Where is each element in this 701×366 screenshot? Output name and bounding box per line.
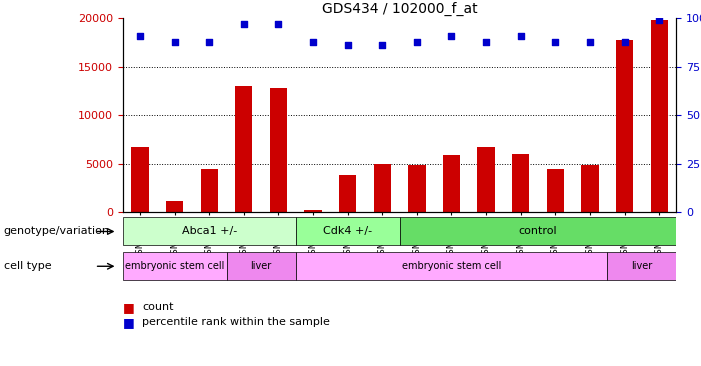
Bar [270, 88, 287, 212]
Point [273, 21, 284, 27]
Point [515, 33, 526, 39]
Bar [374, 164, 391, 212]
Point [550, 39, 561, 45]
Point [619, 39, 630, 45]
Point [238, 21, 250, 27]
Bar [616, 40, 633, 212]
Point [446, 33, 457, 39]
Text: liver: liver [250, 261, 272, 271]
Bar [296, 252, 607, 280]
Bar [443, 155, 460, 212]
Point [135, 33, 146, 39]
Point [653, 17, 665, 23]
Title: GDS434 / 102000_f_at: GDS434 / 102000_f_at [322, 2, 477, 16]
Bar [477, 147, 495, 212]
Bar [607, 252, 676, 280]
Bar [235, 86, 252, 212]
Bar [123, 217, 296, 246]
Text: percentile rank within the sample: percentile rank within the sample [142, 317, 330, 327]
Point [480, 39, 491, 45]
Text: Abca1 +/-: Abca1 +/- [182, 227, 237, 236]
Point [411, 39, 423, 45]
Text: cell type: cell type [4, 261, 51, 271]
Text: liver: liver [631, 261, 653, 271]
Point [169, 39, 180, 45]
Bar [547, 169, 564, 212]
Bar [408, 165, 426, 212]
Bar [226, 252, 296, 280]
Bar [296, 217, 400, 246]
Text: count: count [142, 302, 174, 313]
Text: genotype/variation: genotype/variation [4, 227, 109, 236]
Point [585, 39, 596, 45]
Bar [512, 154, 529, 212]
Text: ■: ■ [123, 315, 135, 329]
Point [342, 42, 353, 48]
Bar [651, 20, 668, 212]
Bar [123, 252, 226, 280]
Text: ■: ■ [123, 301, 135, 314]
Point [376, 42, 388, 48]
Bar [400, 217, 676, 246]
Bar [304, 210, 322, 212]
Bar [581, 165, 599, 212]
Point [308, 39, 319, 45]
Text: control: control [519, 227, 557, 236]
Bar [166, 201, 183, 212]
Bar [339, 175, 356, 212]
Text: embryonic stem cell: embryonic stem cell [125, 261, 224, 271]
Text: Cdk4 +/-: Cdk4 +/- [323, 227, 372, 236]
Point [203, 39, 215, 45]
Bar [200, 169, 218, 212]
Bar [131, 147, 149, 212]
Text: embryonic stem cell: embryonic stem cell [402, 261, 501, 271]
